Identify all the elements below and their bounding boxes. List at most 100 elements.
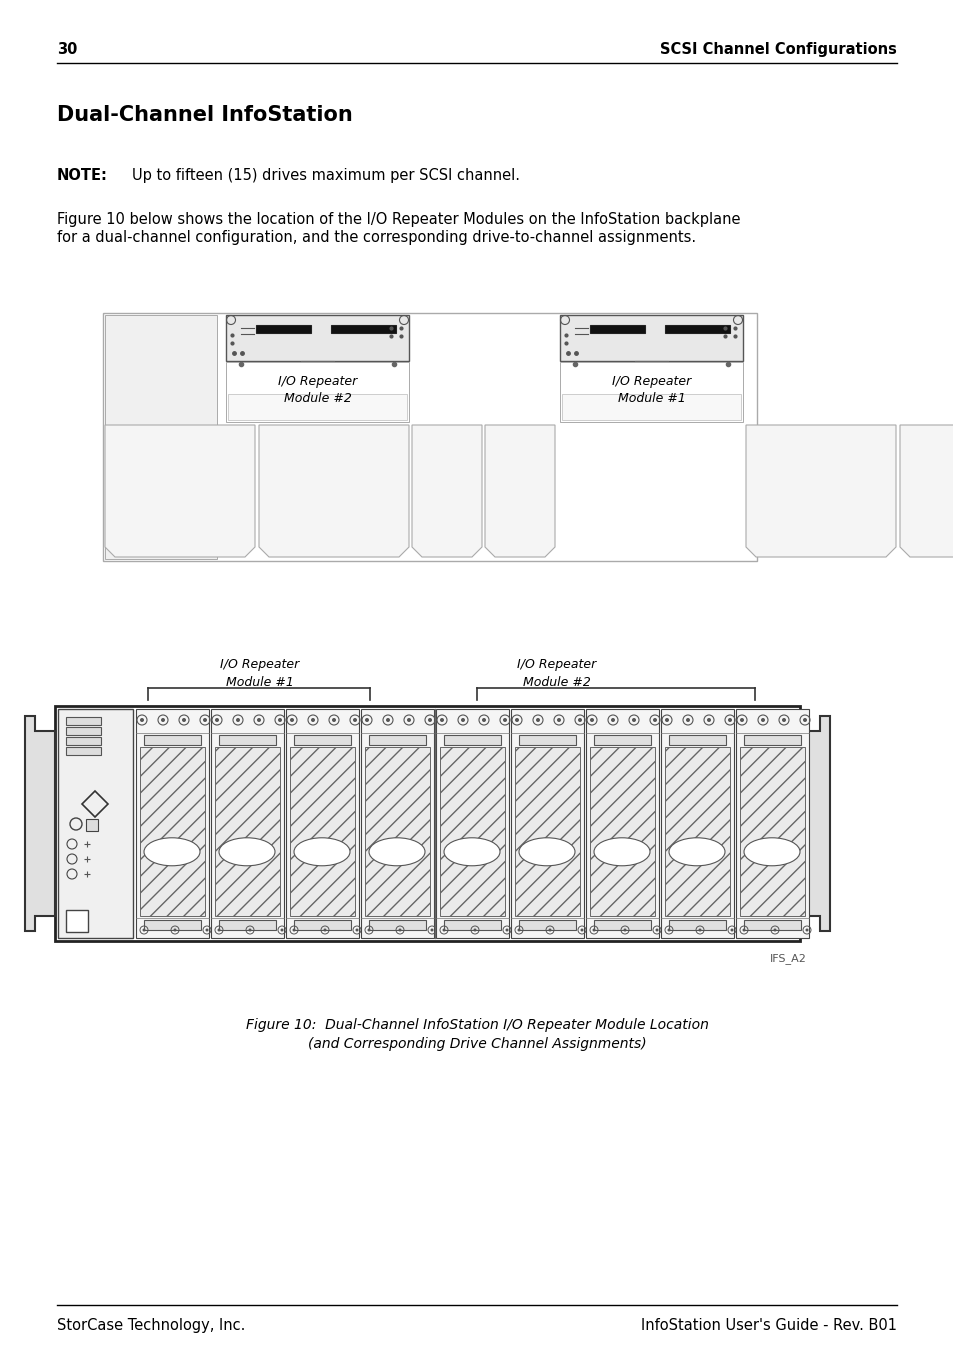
Circle shape	[460, 717, 464, 721]
Circle shape	[398, 928, 401, 931]
Circle shape	[173, 928, 176, 931]
Circle shape	[667, 928, 670, 931]
Bar	[436, 709, 509, 938]
Bar	[211, 709, 284, 938]
Polygon shape	[899, 424, 953, 557]
Bar	[439, 747, 504, 916]
Text: I/O Repeater
Module #2: I/O Repeater Module #2	[517, 658, 596, 689]
Circle shape	[280, 928, 283, 931]
Bar	[664, 747, 729, 916]
Text: Figure 10 below shows the location of the I/O Repeater Modules on the InfoStatio: Figure 10 below shows the location of th…	[57, 212, 740, 227]
Text: InfoStation User's Guide - Rev. B01: InfoStation User's Guide - Rev. B01	[640, 1318, 896, 1333]
Circle shape	[773, 928, 776, 931]
Circle shape	[505, 928, 508, 931]
Circle shape	[579, 928, 583, 931]
Text: 30: 30	[57, 42, 77, 57]
Circle shape	[182, 717, 186, 721]
Circle shape	[323, 928, 326, 931]
Text: Figure 10:  Dual-Channel InfoStation I/O Repeater Module Location: Figure 10: Dual-Channel InfoStation I/O …	[245, 1019, 708, 1032]
Bar	[369, 920, 426, 930]
Bar	[594, 920, 650, 930]
Circle shape	[353, 717, 356, 721]
Bar	[214, 747, 280, 916]
Polygon shape	[82, 791, 108, 817]
Circle shape	[214, 717, 219, 721]
Text: StorCase Technology, Inc.: StorCase Technology, Inc.	[57, 1318, 245, 1333]
Bar	[660, 709, 733, 938]
Ellipse shape	[668, 838, 724, 865]
Text: SCSI Channel Configurations: SCSI Channel Configurations	[659, 42, 896, 57]
Bar	[144, 920, 201, 930]
Circle shape	[203, 717, 207, 721]
Bar	[664, 324, 729, 333]
Bar	[105, 315, 216, 559]
Text: for a dual-channel configuration, and the corresponding drive-to-channel assignm: for a dual-channel configuration, and th…	[57, 230, 696, 245]
Bar	[743, 920, 801, 930]
Bar	[443, 920, 500, 930]
Ellipse shape	[518, 838, 575, 865]
Bar	[585, 709, 659, 938]
Circle shape	[802, 717, 806, 721]
Polygon shape	[105, 424, 254, 557]
Circle shape	[536, 717, 539, 721]
Circle shape	[578, 717, 581, 721]
Bar	[559, 315, 742, 361]
Bar	[515, 747, 579, 916]
Circle shape	[442, 928, 445, 931]
Circle shape	[631, 717, 636, 721]
Circle shape	[439, 717, 443, 721]
Bar	[144, 735, 201, 745]
Circle shape	[430, 928, 433, 931]
Circle shape	[515, 717, 518, 721]
Bar	[668, 920, 725, 930]
Polygon shape	[800, 716, 829, 931]
Bar	[226, 315, 409, 361]
Circle shape	[706, 717, 710, 721]
Bar	[331, 324, 395, 333]
Circle shape	[730, 928, 733, 931]
Circle shape	[367, 928, 370, 931]
Polygon shape	[258, 424, 409, 557]
Bar	[66, 727, 101, 735]
Bar	[511, 709, 583, 938]
Bar	[66, 717, 101, 726]
Bar	[294, 920, 351, 930]
Circle shape	[235, 717, 240, 721]
Bar	[301, 361, 334, 367]
Bar	[589, 324, 644, 333]
Circle shape	[740, 717, 743, 721]
Polygon shape	[25, 716, 55, 931]
Bar	[66, 910, 88, 932]
Bar	[228, 394, 407, 420]
Circle shape	[664, 717, 668, 721]
Circle shape	[140, 717, 144, 721]
Text: NOTE:: NOTE:	[57, 168, 108, 183]
Bar	[668, 735, 725, 745]
Circle shape	[652, 717, 657, 721]
Ellipse shape	[594, 838, 649, 865]
Text: I/O Repeater
Module #1: I/O Repeater Module #1	[220, 658, 299, 689]
Circle shape	[428, 717, 432, 721]
Circle shape	[332, 717, 335, 721]
Bar	[286, 709, 358, 938]
Bar	[559, 361, 742, 422]
Circle shape	[365, 717, 369, 721]
Bar	[635, 361, 667, 367]
Circle shape	[290, 717, 294, 721]
Bar	[86, 819, 98, 831]
Circle shape	[698, 928, 700, 931]
Circle shape	[655, 928, 658, 931]
Text: Dual-Channel InfoStation: Dual-Channel InfoStation	[57, 105, 353, 125]
Circle shape	[685, 717, 689, 721]
Bar	[743, 735, 801, 745]
Bar	[365, 747, 430, 916]
Circle shape	[557, 717, 560, 721]
Bar	[219, 920, 275, 930]
Bar	[219, 735, 275, 745]
Circle shape	[589, 717, 594, 721]
Bar	[103, 314, 757, 561]
Bar	[255, 324, 311, 333]
Ellipse shape	[369, 838, 424, 865]
Text: IFS_A2: IFS_A2	[769, 953, 806, 964]
Circle shape	[481, 717, 485, 721]
